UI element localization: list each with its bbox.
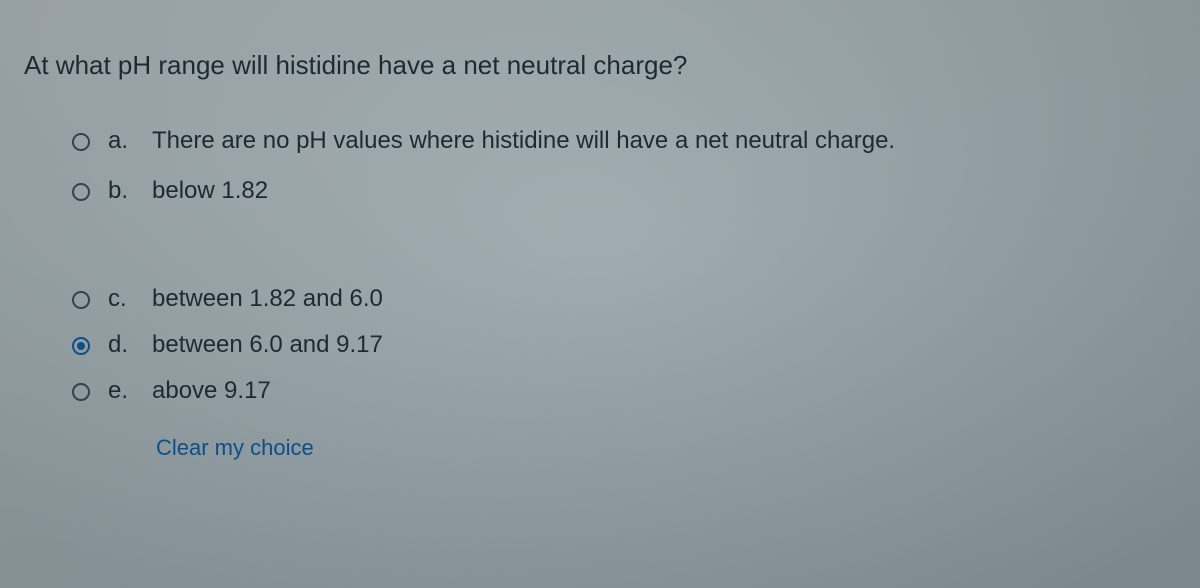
option-letter: e.: [108, 377, 134, 405]
option-e[interactable]: e. above 9.17: [72, 377, 1176, 405]
option-letter: d.: [108, 331, 134, 359]
option-text: between 6.0 and 9.17: [152, 331, 383, 359]
option-text: between 1.82 and 6.0: [152, 285, 383, 313]
option-text: above 9.17: [152, 377, 271, 405]
options-group: a. There are no pH values where histidin…: [24, 127, 1176, 405]
option-b[interactable]: b. below 1.82: [72, 177, 1176, 205]
radio-b[interactable]: [72, 183, 90, 201]
clear-choice-link[interactable]: Clear my choice: [156, 435, 314, 461]
option-letter: b.: [108, 177, 134, 205]
option-letter: a.: [108, 127, 134, 155]
option-a[interactable]: a. There are no pH values where histidin…: [72, 127, 1176, 155]
option-letter: c.: [108, 285, 134, 313]
radio-a[interactable]: [72, 133, 90, 151]
option-c[interactable]: c. between 1.82 and 6.0: [72, 285, 1176, 313]
radio-c[interactable]: [72, 291, 90, 309]
question-panel: At what pH range will histidine have a n…: [0, 0, 1200, 461]
option-text: below 1.82: [152, 177, 268, 205]
option-text: There are no pH values where histidine w…: [152, 127, 895, 155]
option-d[interactable]: d. between 6.0 and 9.17: [72, 331, 1176, 359]
radio-d[interactable]: [72, 337, 90, 355]
radio-e[interactable]: [72, 383, 90, 401]
question-stem: At what pH range will histidine have a n…: [24, 50, 1176, 81]
